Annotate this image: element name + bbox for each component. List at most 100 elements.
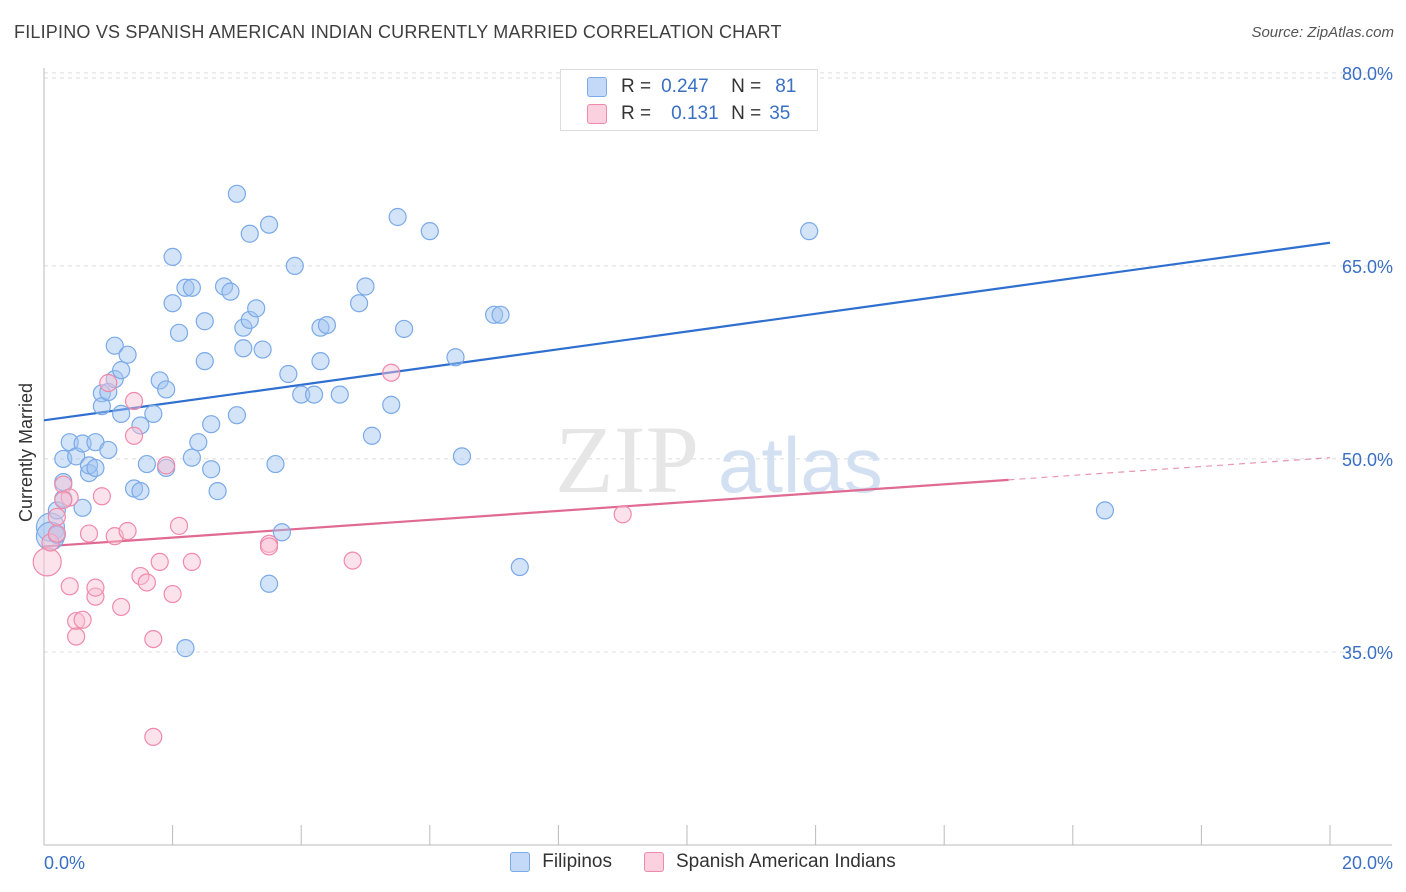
filipino-point xyxy=(182,278,201,297)
filipino-point xyxy=(112,361,131,380)
spanish-american-indian-point xyxy=(124,391,144,411)
spanish-american-indian-point xyxy=(169,516,189,535)
trend-line-filipinos xyxy=(43,241,1331,422)
filipino-point xyxy=(362,426,382,445)
spanish-american-indian-point xyxy=(67,611,86,631)
filipino-point xyxy=(182,448,201,467)
y-tick-label: 65.0% xyxy=(1342,257,1393,277)
r-label: R = xyxy=(621,103,652,124)
r-value: 0.131 xyxy=(671,103,719,124)
x-tick-label: 20.0% xyxy=(1342,853,1393,873)
r-label: R = xyxy=(621,76,652,97)
filipino-point xyxy=(304,385,324,404)
spanish-american-indian-point xyxy=(67,627,86,646)
filipino-point xyxy=(176,639,195,658)
y-axis-label: Currently Married xyxy=(16,383,36,522)
spanish-american-indian-point xyxy=(150,552,169,571)
filipino-point xyxy=(272,523,292,542)
filipino-point xyxy=(349,294,369,313)
filipino-point xyxy=(131,482,150,501)
filipino-point xyxy=(86,458,105,478)
filipino-point xyxy=(99,440,118,460)
source-label: Source: ZipAtlas.com xyxy=(1251,24,1394,41)
legend-swatch-filipinos xyxy=(587,77,607,97)
y-tick-label: 35.0% xyxy=(1342,643,1393,663)
x-tick-label: 0.0% xyxy=(44,853,85,873)
filipino-point xyxy=(202,415,221,434)
filipino-point xyxy=(491,305,510,324)
series-legend: Filipinos Spanish American Indians xyxy=(0,851,1406,873)
spanish-american-indian-point xyxy=(41,533,60,552)
filipino-point xyxy=(189,433,208,452)
spanish-american-indian-point xyxy=(54,491,73,510)
legend-label-filipinos: Filipinos xyxy=(542,851,612,872)
legend-swatch-spanish-american-indians xyxy=(644,852,664,872)
filipino-point xyxy=(163,294,182,313)
legend-swatch-filipinos xyxy=(510,852,531,872)
spanish-american-indian-point xyxy=(73,610,92,629)
spanish-american-indian-point xyxy=(118,521,137,541)
legend-row-filipinos: R = 0.247 N = 81 xyxy=(587,75,796,99)
spanish-american-indian-point xyxy=(47,524,66,543)
trend-lines xyxy=(43,241,1331,548)
spanish-american-indian-point xyxy=(259,537,279,556)
filipino-point xyxy=(195,312,214,331)
filipino-point xyxy=(195,352,214,371)
chart-title: FILIPINO VS SPANISH AMERICAN INDIAN CURR… xyxy=(14,22,782,42)
spanish-american-indian-point xyxy=(99,373,118,393)
filipino-point xyxy=(311,352,330,371)
filipino-point xyxy=(208,482,227,501)
n-label: N = xyxy=(731,103,762,124)
grid-lines xyxy=(44,72,1392,653)
correlation-legend: R = 0.247 N = 81 R = 0.131 N = 35 xyxy=(560,69,818,131)
axes xyxy=(43,68,1392,846)
filipino-point xyxy=(92,384,111,403)
spanish-american-indian-point xyxy=(137,573,156,592)
n-value: 81 xyxy=(775,76,797,97)
filipino-point xyxy=(1095,501,1115,520)
filipino-point xyxy=(452,447,472,466)
spanish-american-indian-point xyxy=(32,547,62,577)
filipino-point xyxy=(247,299,266,318)
legend-label-spanish-american-indians: Spanish American Indians xyxy=(676,851,896,872)
spanish-american-indian-point xyxy=(86,578,105,597)
filipino-point xyxy=(394,319,414,339)
filipino-point xyxy=(259,574,279,593)
spanish-american-indian-point xyxy=(79,524,99,543)
n-value: 35 xyxy=(769,103,791,124)
spanish-american-indian-point xyxy=(60,577,79,596)
n-label: N = xyxy=(731,76,762,97)
spanish-american-indian-point xyxy=(163,584,182,604)
y-tick-label: 80.0% xyxy=(1342,64,1393,84)
filipino-point xyxy=(202,460,221,479)
legend-item-filipinos[interactable]: Filipinos xyxy=(510,851,612,873)
filipino-point xyxy=(234,339,253,358)
spanish-american-indian-point xyxy=(144,629,163,649)
legend-row-spanish-american-indians: R = 0.131 N = 35 xyxy=(587,102,790,126)
filipino-point xyxy=(221,282,240,301)
filipino-point xyxy=(259,215,279,234)
filipino-point xyxy=(169,323,189,342)
watermark-zip: ZIP xyxy=(555,406,699,513)
filipino-point xyxy=(485,305,504,324)
spanish-american-indian-point xyxy=(124,426,144,445)
legend-item-spanish-american-indians[interactable]: Spanish American Indians xyxy=(644,851,896,873)
r-value: 0.247 xyxy=(661,76,709,97)
spanish-american-indian-point xyxy=(613,505,632,524)
filipino-point xyxy=(47,501,66,520)
filipino-point xyxy=(356,277,375,296)
filipino-point xyxy=(266,454,285,474)
trend-line-spanish-american-indians xyxy=(43,478,1009,548)
filipino-point xyxy=(112,404,131,423)
filipino-point xyxy=(240,224,259,243)
filipino-point xyxy=(118,345,137,364)
spanish-american-indian-point xyxy=(144,727,163,747)
watermark: ZIP atlas xyxy=(555,406,883,513)
filipino-point xyxy=(73,498,92,517)
filipino-point xyxy=(330,385,349,404)
spanish-american-indian-point xyxy=(47,507,66,526)
spanish-american-indian-point xyxy=(112,597,131,617)
filipino-point xyxy=(800,222,819,241)
filipino-point xyxy=(150,371,169,390)
spanish-american-indian-point xyxy=(182,552,201,571)
